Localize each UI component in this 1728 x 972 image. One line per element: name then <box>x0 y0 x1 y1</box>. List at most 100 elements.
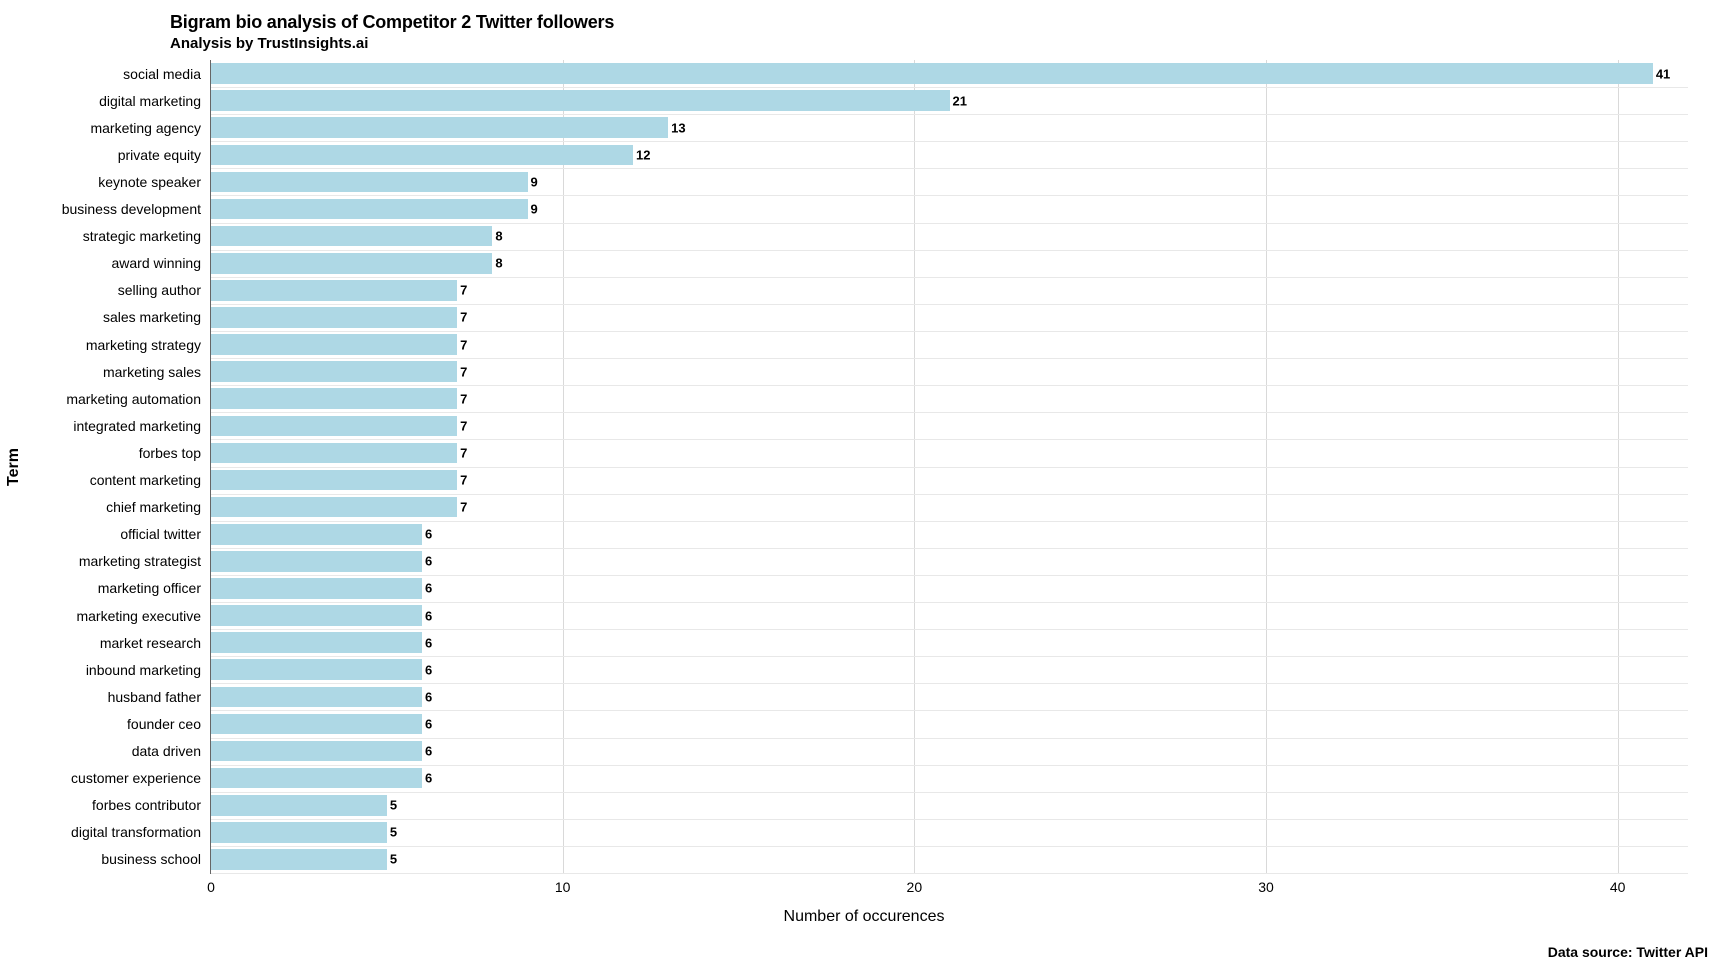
bar-value-label: 5 <box>387 825 397 840</box>
bar-row: data driven6 <box>211 738 1688 765</box>
bar-value-label: 5 <box>387 852 397 867</box>
y-tick-label: marketing officer <box>98 580 211 596</box>
bar-row: market research6 <box>211 629 1688 656</box>
bar <box>211 741 422 762</box>
bar-row: social media41 <box>211 60 1688 87</box>
y-gridline <box>211 873 1688 874</box>
y-tick-label: marketing automation <box>66 391 211 407</box>
bar <box>211 632 422 653</box>
title-block: Bigram bio analysis of Competitor 2 Twit… <box>170 12 1708 52</box>
bar-row: integrated marketing7 <box>211 412 1688 439</box>
bar-value-label: 21 <box>950 93 967 108</box>
y-tick-label: marketing sales <box>103 364 211 380</box>
y-tick-label: inbound marketing <box>86 662 211 678</box>
bar <box>211 416 457 437</box>
y-tick-label: forbes top <box>139 445 211 461</box>
bar-value-label: 13 <box>668 120 685 135</box>
bar <box>211 307 457 328</box>
chart-subtitle: Analysis by TrustInsights.ai <box>170 35 1708 52</box>
bar-value-label: 6 <box>422 662 432 677</box>
y-tick-label: data driven <box>132 743 211 759</box>
bar-row: keynote speaker9 <box>211 168 1688 195</box>
y-tick-label: official twitter <box>120 526 211 542</box>
bar-value-label: 9 <box>528 174 538 189</box>
bar <box>211 822 387 843</box>
bar-value-label: 5 <box>387 798 397 813</box>
bar-value-label: 6 <box>422 581 432 596</box>
bar <box>211 497 457 518</box>
bar <box>211 605 422 626</box>
bar <box>211 551 422 572</box>
y-tick-label: marketing strategy <box>86 337 211 353</box>
bar <box>211 849 387 870</box>
bar <box>211 524 422 545</box>
y-tick-label: forbes contributor <box>92 797 211 813</box>
y-tick-label: private equity <box>118 147 211 163</box>
y-tick-label: digital transformation <box>71 824 211 840</box>
chart-caption: Data source: Twitter API <box>1548 944 1708 960</box>
y-tick-label: founder ceo <box>127 716 211 732</box>
bar-value-label: 6 <box>422 554 432 569</box>
bar <box>211 578 422 599</box>
y-tick-label: customer experience <box>71 770 211 786</box>
y-tick-label: strategic marketing <box>83 228 211 244</box>
bar-row: content marketing7 <box>211 467 1688 494</box>
bar-value-label: 6 <box>422 608 432 623</box>
bar-row: business school5 <box>211 846 1688 873</box>
chart-container: Bigram bio analysis of Competitor 2 Twit… <box>0 0 1728 972</box>
bar <box>211 714 422 735</box>
bar <box>211 145 633 166</box>
bar-value-label: 12 <box>633 147 650 162</box>
bar-row: forbes top7 <box>211 439 1688 466</box>
bar-row: selling author7 <box>211 277 1688 304</box>
bar-row: digital transformation5 <box>211 819 1688 846</box>
bar-row: marketing automation7 <box>211 385 1688 412</box>
bar-value-label: 8 <box>492 229 502 244</box>
y-tick-label: marketing executive <box>76 608 211 624</box>
bar-row: founder ceo6 <box>211 710 1688 737</box>
y-tick-label: chief marketing <box>106 499 211 515</box>
bar <box>211 687 422 708</box>
bar-row: business development9 <box>211 195 1688 222</box>
bar <box>211 470 457 491</box>
x-tick-label: 0 <box>207 873 215 895</box>
bar <box>211 117 668 138</box>
bar-row: private equity12 <box>211 141 1688 168</box>
bar-row: forbes contributor5 <box>211 792 1688 819</box>
bar-value-label: 8 <box>492 256 502 271</box>
bar-row: digital marketing21 <box>211 87 1688 114</box>
bar <box>211 659 422 680</box>
x-axis-title: Number of occurences <box>784 908 945 926</box>
bar-value-label: 41 <box>1653 66 1670 81</box>
bar-value-label: 6 <box>422 527 432 542</box>
bar-row: marketing sales7 <box>211 358 1688 385</box>
bar-value-label: 7 <box>457 364 467 379</box>
y-tick-label: digital marketing <box>99 93 211 109</box>
bar-value-label: 7 <box>457 473 467 488</box>
bar-row: marketing officer6 <box>211 575 1688 602</box>
bar <box>211 361 457 382</box>
bar-row: official twitter6 <box>211 521 1688 548</box>
bar-value-label: 6 <box>422 716 432 731</box>
bar-row: husband father6 <box>211 683 1688 710</box>
y-tick-label: marketing strategist <box>79 553 211 569</box>
plot-area: 010203040social media41digital marketing… <box>210 60 1688 874</box>
y-tick-label: sales marketing <box>103 309 211 325</box>
y-tick-label: keynote speaker <box>98 174 211 190</box>
bar <box>211 443 457 464</box>
bar-value-label: 6 <box>422 771 432 786</box>
bar-row: inbound marketing6 <box>211 656 1688 683</box>
bar-value-label: 6 <box>422 689 432 704</box>
y-tick-label: business school <box>101 851 211 867</box>
bar-row: marketing strategist6 <box>211 548 1688 575</box>
y-tick-label: husband father <box>108 689 211 705</box>
bar-row: customer experience6 <box>211 765 1688 792</box>
bar <box>211 199 528 220</box>
bar-value-label: 7 <box>457 310 467 325</box>
y-tick-label: business development <box>62 201 211 217</box>
bar <box>211 768 422 789</box>
y-tick-label: selling author <box>118 282 211 298</box>
x-tick-label: 30 <box>1258 873 1274 895</box>
bar <box>211 226 492 247</box>
bar <box>211 172 528 193</box>
